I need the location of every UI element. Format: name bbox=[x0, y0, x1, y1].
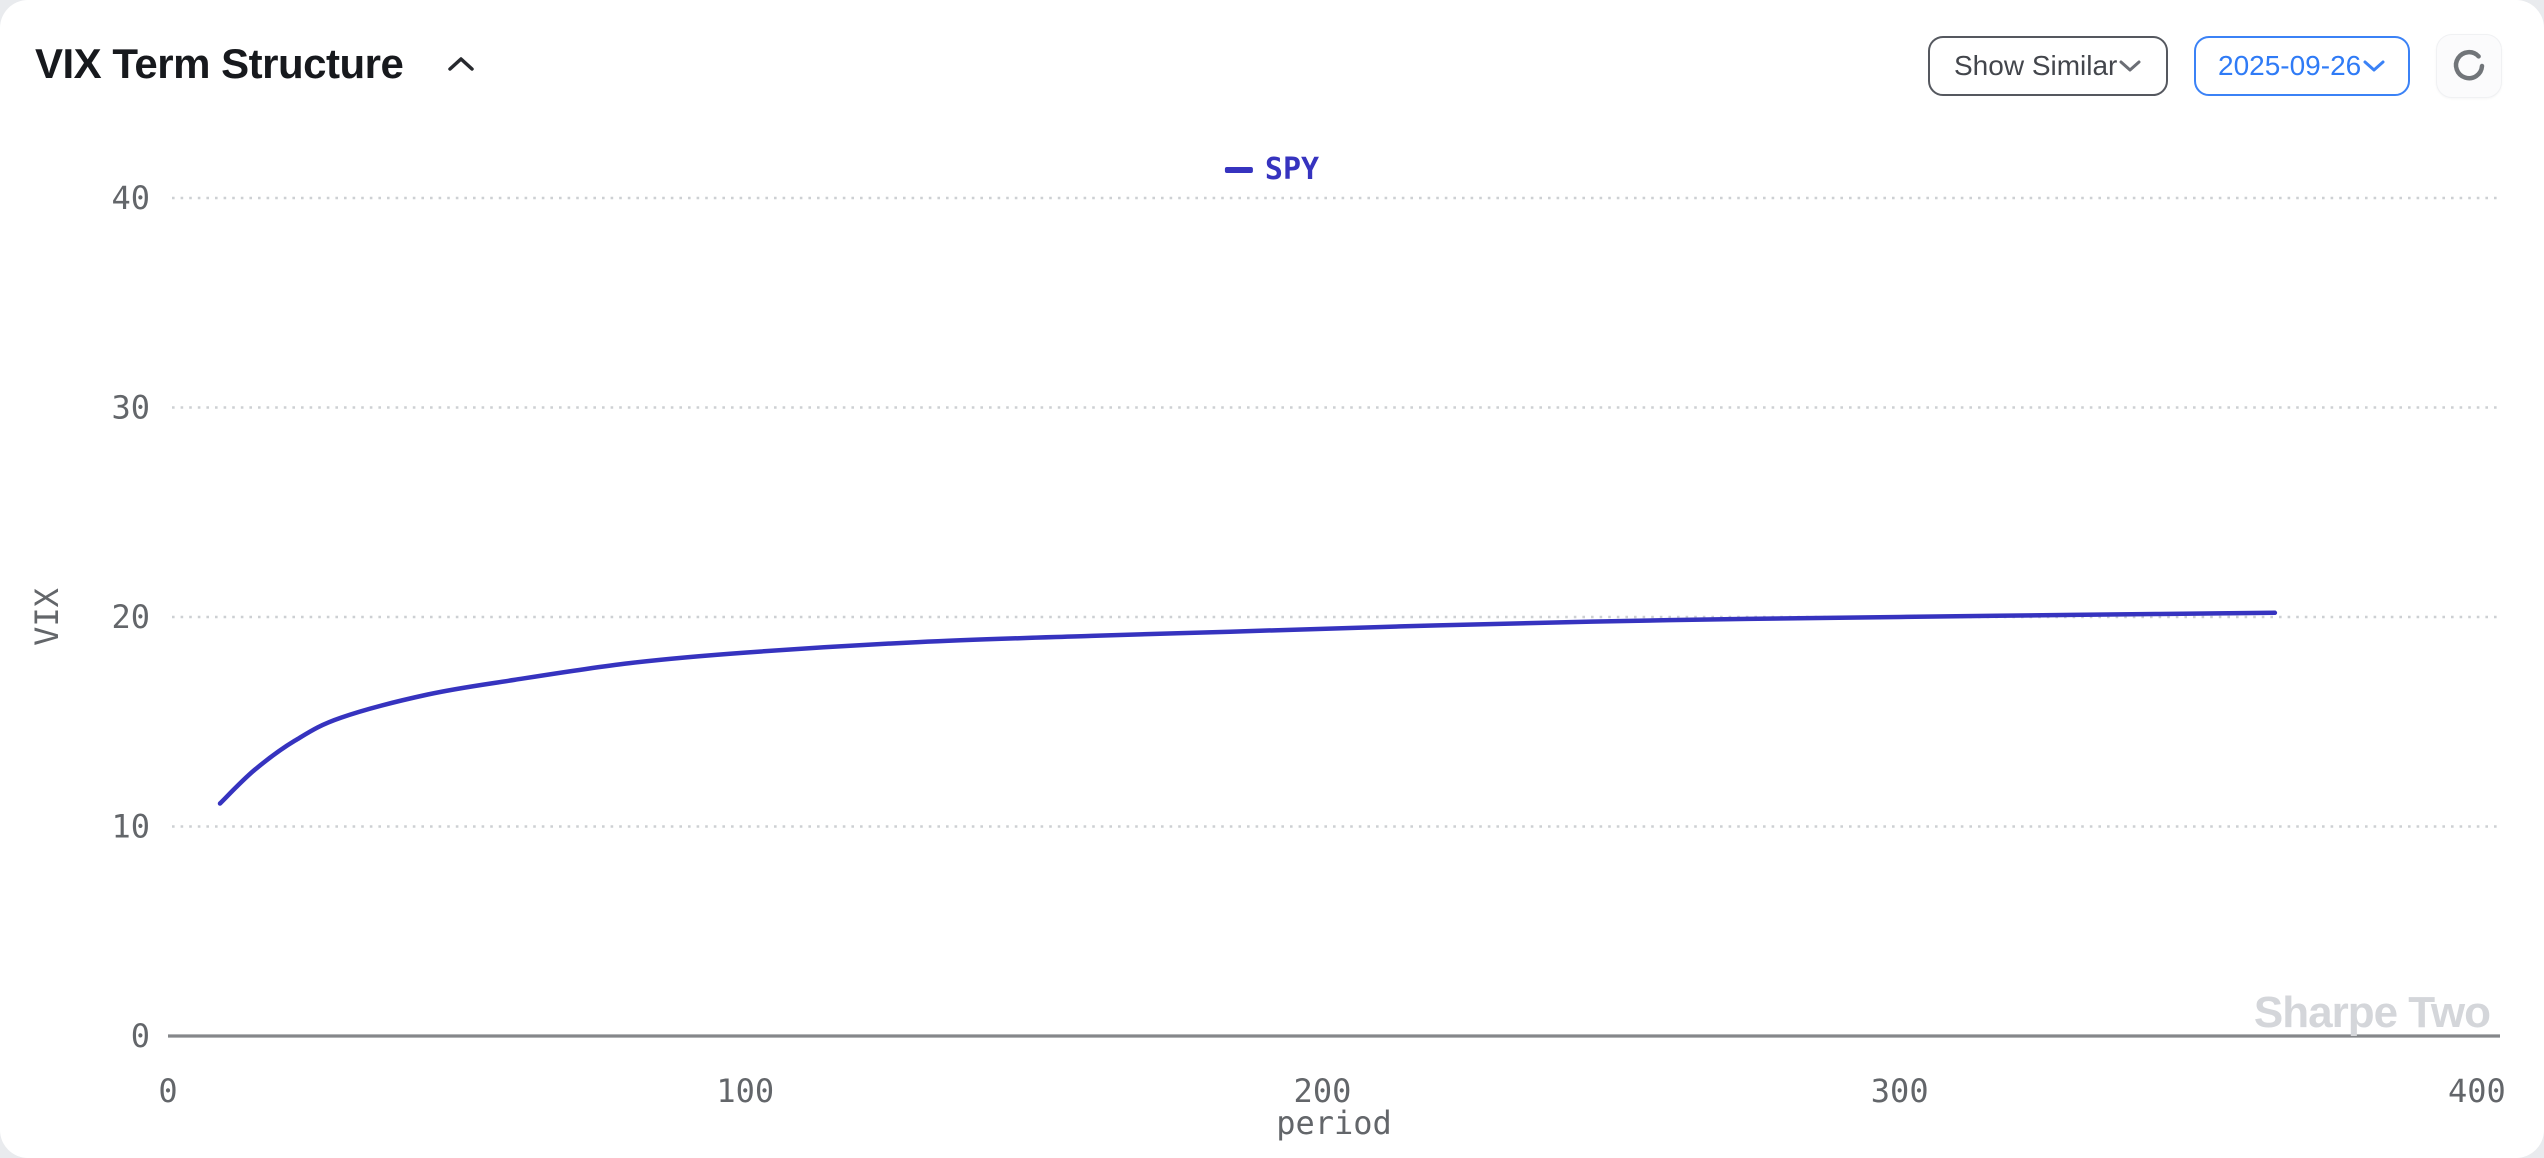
x-tick-label-400: 400 bbox=[2448, 1072, 2506, 1110]
y-tick-label-0: 0 bbox=[131, 1017, 150, 1055]
x-axis-title: period bbox=[1276, 1104, 1392, 1142]
title-row: VIX Term Structure bbox=[35, 40, 481, 88]
legend-label: SPY bbox=[1264, 152, 1320, 187]
header-controls: Show Similar 2025-09-26 bbox=[1928, 34, 2502, 98]
y-axis-title: VIX bbox=[28, 588, 66, 646]
refresh-button[interactable] bbox=[2436, 34, 2502, 98]
legend[interactable]: SPY bbox=[1224, 152, 1320, 187]
page-title: VIX Term Structure bbox=[35, 40, 404, 87]
card-header: VIX Term Structure Show Similar 2025-09-… bbox=[0, 0, 2544, 130]
y-tick-label-20: 20 bbox=[111, 598, 150, 636]
y-tick-label-30: 30 bbox=[111, 389, 150, 427]
date-dropdown[interactable]: 2025-09-26 bbox=[2194, 36, 2410, 96]
spy-series-line[interactable] bbox=[217, 610, 2278, 806]
x-tick-label-0: 0 bbox=[158, 1072, 177, 1110]
legend-line-swatch bbox=[1224, 166, 1253, 173]
x-tick-label-100: 100 bbox=[716, 1072, 774, 1110]
spinner-icon bbox=[2453, 49, 2485, 81]
x-tick-label-200: 200 bbox=[1294, 1072, 1352, 1110]
date-value: 2025-09-26 bbox=[2218, 50, 2362, 81]
show-similar-dropdown[interactable]: Show Similar bbox=[1928, 36, 2168, 96]
y-tick-label-10: 10 bbox=[111, 808, 150, 846]
chevron-up-icon bbox=[448, 57, 475, 71]
y-tick-label-40: 40 bbox=[111, 179, 150, 217]
show-similar-label: Show Similar bbox=[1954, 50, 2118, 81]
collapse-button[interactable] bbox=[441, 50, 481, 78]
chevron-down-icon bbox=[2363, 60, 2385, 72]
chevron-down-icon bbox=[2119, 60, 2141, 72]
watermark: Sharpe Two bbox=[2253, 988, 2491, 1037]
x-tick-label-300: 300 bbox=[1871, 1072, 1929, 1110]
